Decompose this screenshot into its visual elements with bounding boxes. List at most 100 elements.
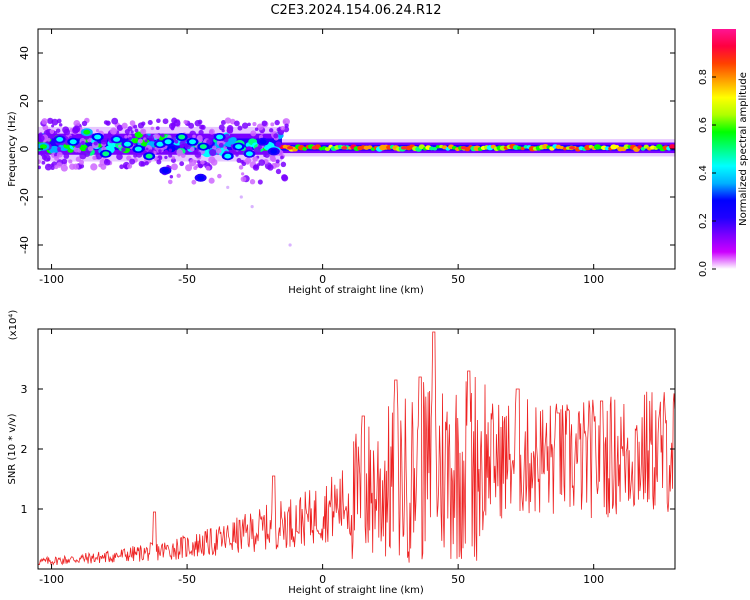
heat-speck [196,134,203,141]
heat-peak [311,146,318,150]
heat-speck [156,159,162,165]
heat-speck [73,120,81,127]
heat-peak [341,146,348,150]
colorbar-gradient [712,29,736,269]
heat-speck [275,159,280,164]
heat-speck [179,161,185,167]
heat-speck [68,159,73,164]
heat-speck [111,117,119,125]
heat-speck [244,157,252,164]
heat-speck [215,147,222,154]
heat-blob [164,139,172,145]
heat-speck [160,133,165,138]
heat-cell [132,137,140,144]
heat-blob [216,134,224,140]
y-tick-label: 1 [21,503,28,516]
x-tick-label: 50 [451,573,465,586]
heat-speck [192,134,196,139]
heat-speck [121,147,126,152]
heat-speck [164,155,168,160]
heat-speck [238,165,244,170]
heat-speck [116,153,123,161]
x-tick-label: 100 [583,273,604,286]
heat-speck [170,126,175,131]
heat-speck [274,161,280,168]
heat-blob [199,144,207,150]
heat-speck [280,155,284,160]
heat-blob [178,134,186,140]
y-tick-label: 0 [18,146,31,153]
heat-speck [270,122,275,127]
heat-speck [218,142,224,148]
heat-speck [200,160,205,165]
heat-speck [79,152,87,160]
heat-blob [113,137,121,142]
x-tick-label: 0 [319,273,326,286]
heat-speck [140,128,147,135]
heat-speck [268,128,274,133]
spectrogram-panel: -100 -50 0 50 100 -40 -20 0 20 40 Height of strai… [7,28,676,296]
heat-speck [126,163,133,169]
y-tick-label: 2 [21,443,28,456]
heat-speck [95,129,100,133]
heat-speck [80,140,85,145]
heat-speck [54,155,60,161]
heat-speck [155,126,160,131]
heat-cell [559,145,564,150]
colorbar-tick-label: 0.4 [698,165,709,181]
colorbar-tick-label: 0.8 [698,69,709,85]
x-tick-label: -50 [178,573,196,586]
heat-speck [116,124,124,131]
heat-speck [171,117,178,124]
heat-speck [280,125,285,131]
heat-speck [247,122,251,127]
heat-speck [226,185,230,189]
heat-speck [75,156,82,162]
heat-speck [56,162,63,168]
heat-speck [57,146,61,151]
y-tick-label: 20 [18,94,31,108]
heat-speck [275,141,282,148]
heat-speck [134,128,139,133]
page-title: C2E3.2024.154.06.24.R12 [270,3,441,18]
heat-speck [235,153,239,157]
heat-speck [250,205,254,209]
spectrogram-y-label: Frequency (Hz) [7,111,18,187]
heat-speck [288,243,292,247]
snr-axes: -100 -50 0 50 100 1 2 3 [21,329,675,586]
heat-speck [51,124,55,128]
heat-speck [252,156,258,162]
spectrogram-axes: -100 -50 0 50 100 -40 -20 0 20 40 [18,29,675,286]
heat-speck [198,129,204,136]
heat-speck [169,175,174,179]
heat-speck [90,163,98,171]
heat-speck [176,173,181,178]
heat-speck [171,163,178,171]
colorbar-label: Normalized spectral amplitude [738,72,749,226]
heat-speck [210,159,218,166]
heat-blob [156,141,164,147]
heat-speck [253,164,259,170]
heat-speck [81,120,88,127]
heat-speck [119,164,124,170]
heat-speck [92,155,97,160]
heat-speck [130,130,134,134]
heat-speck [257,179,263,185]
heat-speck [261,120,268,127]
heat-speck [133,153,138,158]
heat-speck [124,135,128,139]
heat-speck [46,157,51,161]
heat-blob [197,175,205,181]
heat-speck [50,166,55,171]
heat-speck [109,127,118,135]
heat-blob [245,151,253,157]
heat-speck [254,127,259,132]
heat-speck [206,138,213,146]
heat-speck [226,127,234,134]
heat-speck [77,149,82,153]
heat-speck [241,161,247,167]
heat-peak [568,146,575,150]
heat-speck [221,129,225,133]
heat-cell [49,145,60,154]
heat-speck [93,141,98,146]
